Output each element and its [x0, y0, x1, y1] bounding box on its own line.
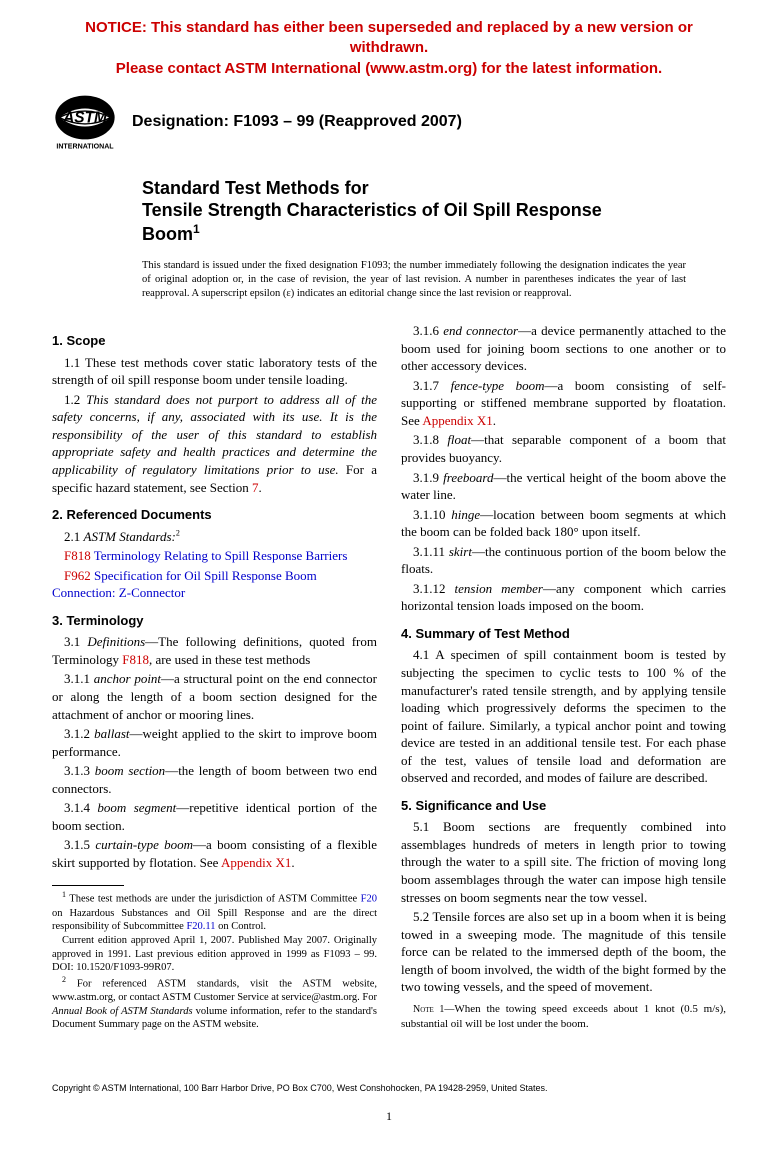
def-boom-segment: 3.1.4 boom segment—repetitive identical … [52, 799, 377, 834]
ref-f818[interactable]: F818 Terminology Relating to Spill Respo… [52, 547, 377, 565]
scope-heading: 1. Scope [52, 332, 377, 350]
notice-line2: Please contact ASTM International (www.a… [116, 60, 662, 77]
def-anchor-point: 3.1.1 anchor point—a structural point on… [52, 670, 377, 723]
ref-f962[interactable]: F962 Specification for Oil Spill Respons… [52, 567, 377, 602]
designation: Designation: F1093 – 99 (Reapproved 2007… [132, 111, 462, 133]
f818-link[interactable]: F818 [122, 652, 149, 667]
def-curtain-boom: 3.1.5 curtain-type boom—a boom consistin… [52, 836, 377, 871]
para-5-1: 5.1 Boom sections are frequently combine… [401, 818, 726, 906]
summary-heading: 4. Summary of Test Method [401, 625, 726, 643]
subcommittee-f2011-link[interactable]: F20.11 [186, 921, 215, 932]
title-line1: Standard Test Methods for [142, 177, 726, 200]
notice-line1: NOTICE: This standard has either been su… [85, 19, 693, 56]
def-ballast: 3.1.2 ballast—weight applied to the skir… [52, 725, 377, 760]
issuance-note: This standard is issued under the fixed … [142, 259, 686, 300]
para-5-2: 5.2 Tensile forces are also set up in a … [401, 908, 726, 996]
def-freeboard: 3.1.9 freeboard—the vertical height of t… [401, 469, 726, 504]
title-line2: Tensile Strength Characteristics of Oil … [142, 199, 726, 222]
page: NOTICE: This standard has either been su… [0, 0, 778, 1154]
body-columns: 1. Scope 1.1 These test methods cover st… [52, 322, 726, 1032]
astm-logo: ASTM INTERNATIONAL [52, 93, 118, 151]
significance-heading: 5. Significance and Use [401, 797, 726, 815]
footnote-2: 2 For referenced ASTM standards, visit t… [52, 975, 377, 1032]
def-end-connector: 3.1.6 end connector—a device permanently… [401, 322, 726, 375]
svg-text:ASTM: ASTM [62, 109, 108, 126]
svg-text:INTERNATIONAL: INTERNATIONAL [56, 142, 114, 150]
footnote-1: 1 These test methods are under the juris… [52, 890, 377, 933]
title-block: Standard Test Methods for Tensile Streng… [142, 177, 726, 246]
def-hinge: 3.1.10 hinge—location between boom segme… [401, 506, 726, 541]
appendix-x1-link-1[interactable]: Appendix X1 [221, 855, 291, 870]
def-tension-member: 3.1.12 tension member—any component whic… [401, 580, 726, 615]
def-fence-boom: 3.1.7 fence-type boom—a boom consisting … [401, 377, 726, 430]
def-boom-section: 3.1.3 boom section—the length of boom be… [52, 762, 377, 797]
copyright: Copyright © ASTM International, 100 Barr… [52, 1082, 726, 1094]
para-2-1: 2.1 ASTM Standards:2 [52, 528, 377, 546]
title-line3: Boom1 [142, 222, 726, 246]
terminology-heading: 3. Terminology [52, 612, 377, 630]
committee-f20-link[interactable]: F20 [361, 894, 377, 905]
para-3-1: 3.1 Definitions—The following definition… [52, 633, 377, 668]
para-1-1: 1.1 These test methods cover static labo… [52, 354, 377, 389]
refdocs-heading: 2. Referenced Documents [52, 506, 377, 524]
def-skirt: 3.1.11 skirt—the continuous portion of t… [401, 543, 726, 578]
footnotes-block: 1 These test methods are under the juris… [52, 885, 377, 1031]
para-1-2: 1.2 This standard does not purport to ad… [52, 391, 377, 496]
def-float: 3.1.8 float—that separable component of … [401, 431, 726, 466]
footnote-1b: Current edition approved April 1, 2007. … [52, 934, 377, 975]
appendix-x1-link-2[interactable]: Appendix X1 [422, 413, 492, 428]
para-4-1: 4.1 A specimen of spill containment boom… [401, 646, 726, 786]
note-1: Note 1—When the towing speed exceeds abo… [401, 1002, 726, 1032]
notice-banner: NOTICE: This standard has either been su… [52, 18, 726, 79]
header-row: ASTM INTERNATIONAL Designation: F1093 – … [52, 93, 726, 151]
page-number: 1 [52, 1108, 726, 1124]
